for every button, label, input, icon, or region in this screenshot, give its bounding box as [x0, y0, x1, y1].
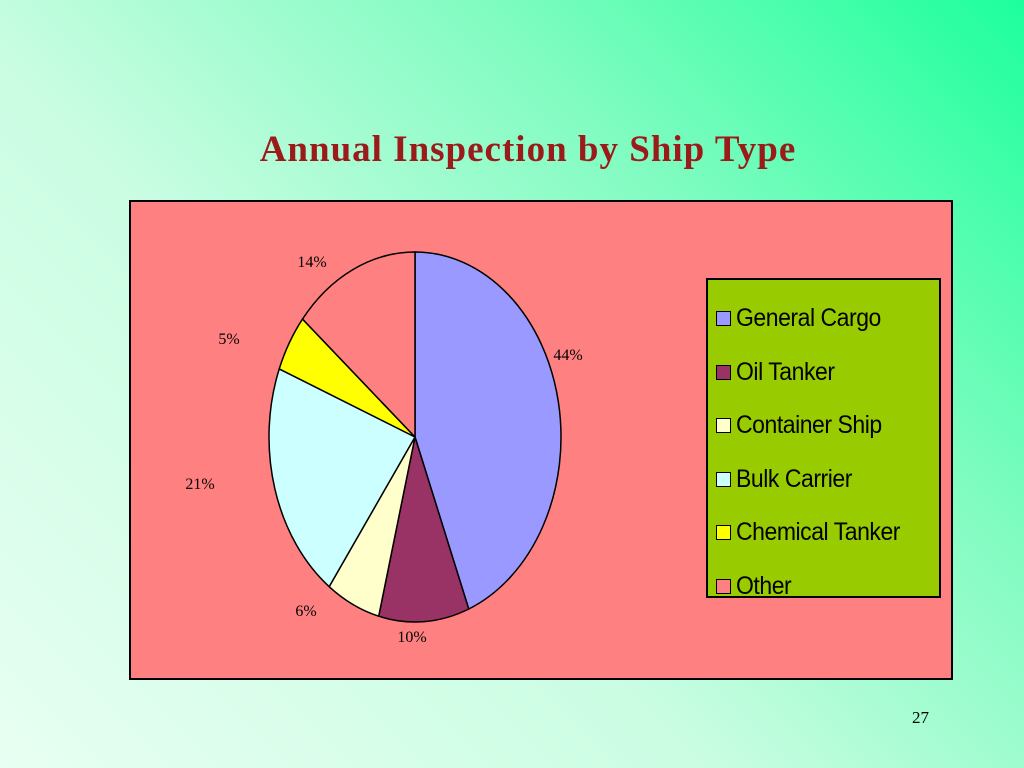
pie-data-label: 44%: [553, 347, 582, 364]
legend-swatch: [716, 525, 731, 541]
legend-item-oil-tanker: Oil Tanker: [708, 346, 939, 400]
legend-label: Other: [736, 571, 792, 600]
legend-label: Oil Tanker: [736, 357, 835, 386]
legend-item-bulk-carrier: Bulk Carrier: [708, 453, 939, 507]
legend-swatch: [716, 418, 731, 434]
legend-item-general-cargo: General Cargo: [708, 292, 939, 346]
legend-item-chemical-tanker: Chemical Tanker: [708, 506, 939, 560]
pie-chart: 44% 10% 6% 21% 5% 14%: [185, 251, 583, 646]
page-number: 27: [912, 708, 929, 727]
pie-data-label: 21%: [185, 476, 214, 493]
pie-slice-oil-tanker: [377, 436, 470, 623]
legend-label: Chemical Tanker: [736, 518, 900, 547]
slide-title: Annual Inspection by Ship Type: [259, 129, 797, 170]
legend-label: Container Ship: [736, 411, 882, 440]
legend-item-container-ship: Container Ship: [708, 399, 939, 453]
pie-data-label: 5%: [218, 331, 239, 348]
legend-swatch: [716, 364, 731, 380]
legend-swatch: [716, 311, 731, 327]
pie-data-label: 6%: [295, 603, 316, 620]
legend-swatch: [716, 471, 731, 487]
pie-data-label: 14%: [297, 254, 326, 271]
pie-slice-general-cargo: [414, 251, 562, 611]
chart-area: 44% 10% 6% 21% 5% 14% General Cargo Oil Tanke…: [129, 200, 953, 680]
chart-legend: General Cargo Oil Tanker Container Ship …: [706, 278, 941, 600]
legend-label: General Cargo: [736, 304, 881, 333]
legend-item-other: Other: [708, 560, 939, 614]
legend-label: Bulk Carrier: [736, 464, 852, 493]
pie-slice-bulk-carrier: [268, 367, 417, 588]
legend-swatch: [716, 578, 731, 594]
pie-data-label: 10%: [397, 629, 426, 646]
pie-slice-other: [301, 251, 416, 439]
